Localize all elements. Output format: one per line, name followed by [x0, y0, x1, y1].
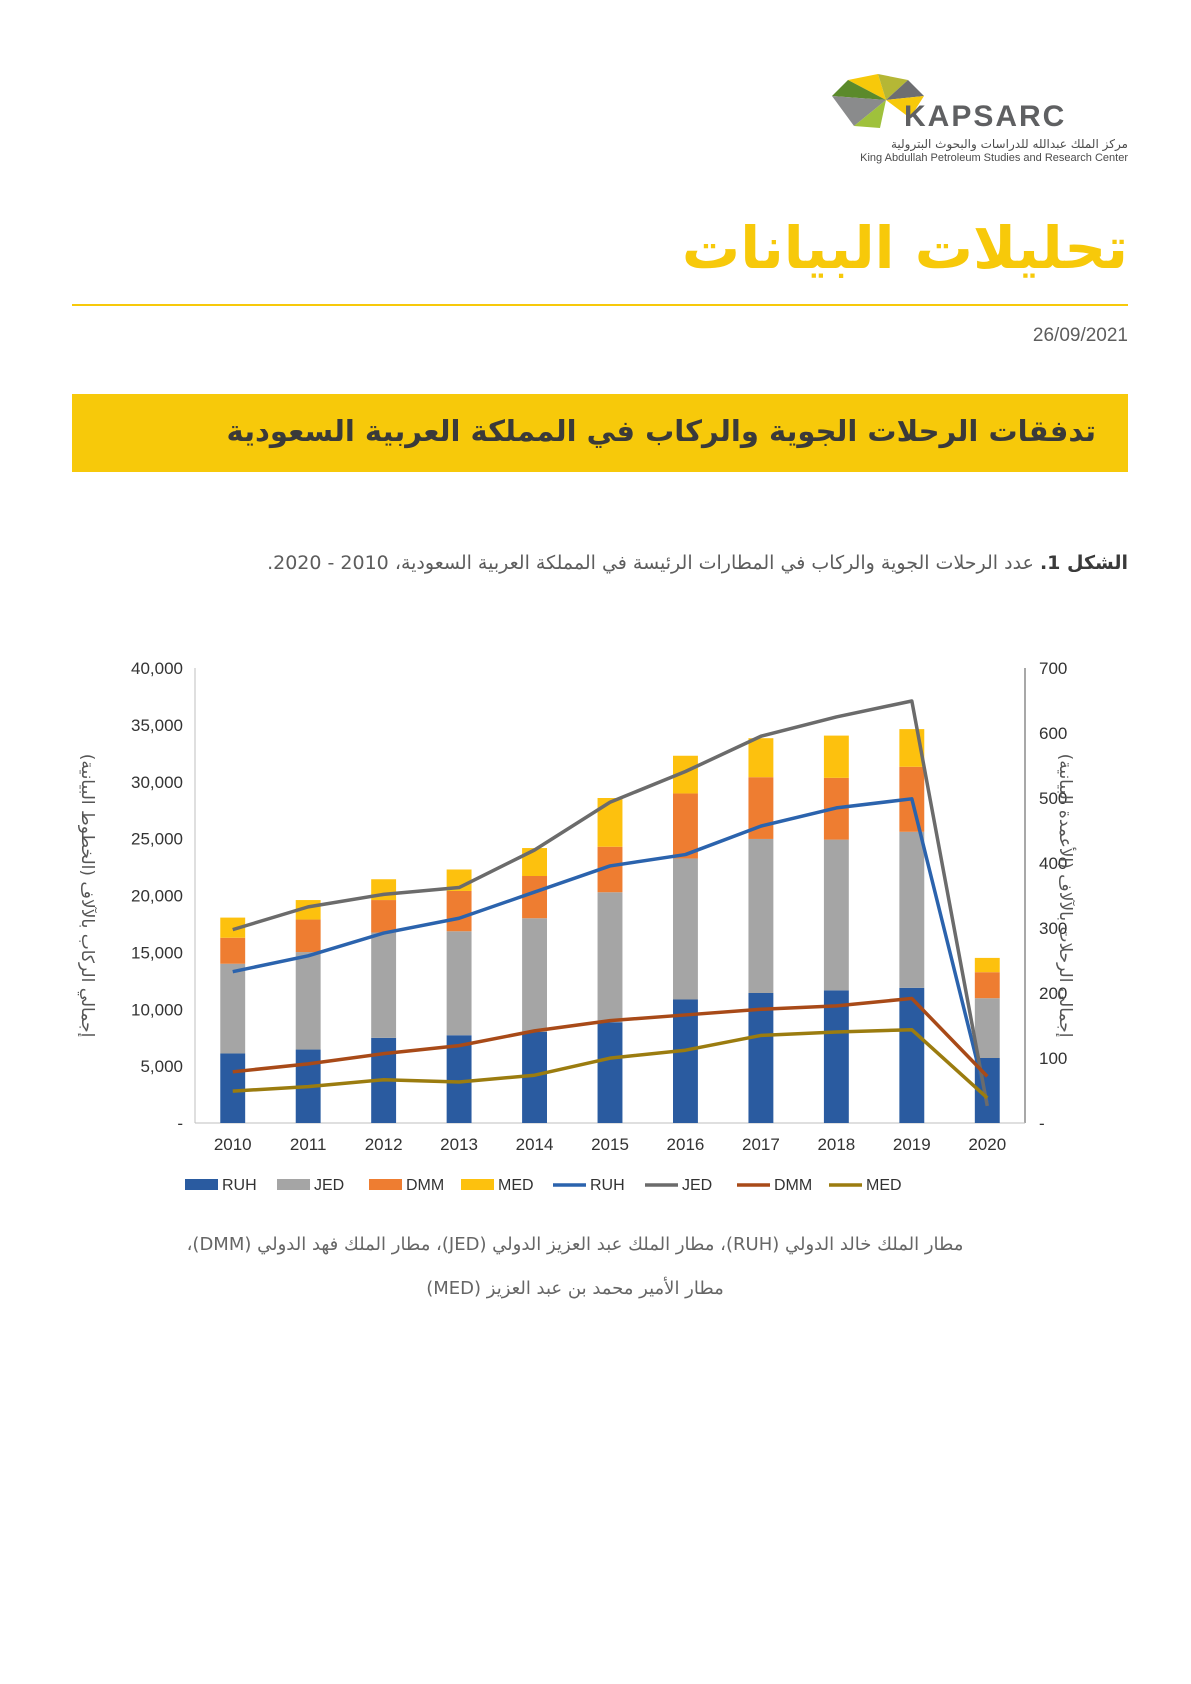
bar-dmm-2014 — [522, 876, 547, 919]
bar-med-2015 — [597, 798, 623, 847]
x-tick-label: 2013 — [440, 1135, 478, 1154]
left-tick-label: 15,000 — [131, 943, 183, 962]
legend-label: JED — [682, 1177, 712, 1194]
bar-jed-2011 — [295, 952, 321, 1050]
x-tick-label: 2016 — [667, 1135, 705, 1154]
bar-ruh-2015 — [597, 1022, 623, 1123]
left-tick-label: - — [177, 1114, 183, 1133]
line-ruh — [232, 797, 989, 1103]
bar-med-2018 — [823, 735, 849, 778]
bar-jed-2014 — [522, 918, 547, 1032]
right-tick-label: 200 — [1039, 984, 1067, 1003]
left-tick-label: 35,000 — [131, 716, 183, 735]
bar-jed-2012 — [371, 932, 397, 1038]
legend-label: JED — [314, 1177, 344, 1194]
bar-dmm-2010 — [220, 937, 246, 964]
figure-caption-text: عدد الرحلات الجوية والركاب في المطارات ا… — [267, 552, 1040, 574]
legend-bar-swatch-dmm — [369, 1179, 402, 1190]
bar-dmm-2013 — [446, 890, 472, 932]
line-dmm — [232, 996, 989, 1078]
legend-label: RUH — [222, 1177, 257, 1194]
bar-jed-2015 — [597, 892, 623, 1023]
x-tick-label: 2012 — [365, 1135, 403, 1154]
logo-arabic-name: مركز الملك عبدالله للدراسات والبحوث البت… — [890, 137, 1128, 151]
airport-traffic-chart: - 5,000 10,000 15,000 20,000 25,000 30,000 35,0… — [77, 659, 1076, 1194]
bar-ruh-2013 — [446, 1035, 472, 1123]
left-tick-label: 10,000 — [131, 1000, 183, 1019]
legend-bar-swatch-jed — [277, 1179, 310, 1190]
legend-label: DMM — [774, 1177, 812, 1194]
right-tick-label: 400 — [1039, 854, 1067, 873]
right-tick-label: 600 — [1039, 724, 1067, 743]
left-axis-title: إجمالي الركاب بالآلاف (الخطوط البيانية) — [77, 754, 98, 1038]
bar-jed-2018 — [823, 839, 849, 991]
legend-bar-swatch-med — [461, 1179, 494, 1190]
bar-med-2014 — [522, 848, 547, 876]
source-note-line-2: مطار الأمير محمد بن عبد العزيز (MED) — [426, 1278, 724, 1299]
publication-date: 26/09/2021 — [1032, 325, 1128, 346]
legend-label: RUH — [590, 1177, 625, 1194]
bar-jed-2019 — [899, 831, 925, 988]
x-tick-label: 2010 — [214, 1135, 252, 1154]
left-tick-label: 25,000 — [131, 830, 183, 849]
left-tick-label: 40,000 — [131, 659, 183, 678]
bar-med-2017 — [748, 738, 774, 778]
bar-ruh-2016 — [673, 999, 698, 1123]
figure-caption: الشكل 1. عدد الرحلات الجوية والركاب في ا… — [267, 552, 1128, 574]
bar-dmm-2011 — [295, 919, 321, 953]
x-tick-label: 2017 — [742, 1135, 780, 1154]
legend-label: MED — [866, 1177, 902, 1194]
right-tick-label: 300 — [1039, 919, 1067, 938]
banner-title: تدفقات الرحلات الجوية والركاب في المملكة… — [226, 414, 1096, 448]
bar-dmm-2012 — [371, 900, 397, 933]
source-note-line-1: مطار الملك خالد الدولي (RUH)، مطار الملك… — [186, 1234, 964, 1255]
logo-english-name: King Abdullah Petroleum Studies and Rese… — [860, 152, 1128, 164]
legend-label: MED — [498, 1177, 534, 1194]
bar-jed-2016 — [673, 858, 698, 1000]
page-title: تحليلات البيانات — [681, 214, 1128, 282]
x-tick-label: 2011 — [290, 1135, 327, 1154]
bar-jed-2020 — [974, 998, 1000, 1058]
line-jed — [232, 699, 989, 1107]
bar-ruh-2018 — [823, 990, 849, 1123]
right-tick-label: 100 — [1039, 1049, 1067, 1068]
bar-jed-2013 — [446, 931, 472, 1036]
right-tick-label: - — [1039, 1114, 1045, 1133]
bar-dmm-2016 — [673, 793, 698, 859]
logo-wordmark: KAPSARC — [904, 100, 1067, 133]
right-tick-label: 500 — [1039, 789, 1067, 808]
bar-jed-2010 — [220, 963, 246, 1054]
left-tick-label: 30,000 — [131, 773, 183, 792]
bar-med-2010 — [220, 917, 246, 938]
x-tick-label: 2015 — [591, 1135, 629, 1154]
bar-jed-2017 — [748, 838, 774, 993]
left-tick-label: 20,000 — [131, 887, 183, 906]
legend-bar-swatch-ruh — [185, 1179, 218, 1190]
line-med — [232, 1027, 989, 1100]
x-tick-label: 2020 — [968, 1135, 1006, 1154]
bar-dmm-2020 — [974, 972, 1000, 999]
section-banner: تدفقات الرحلات الجوية والركاب في المملكة… — [72, 394, 1128, 472]
figure-label: الشكل 1. — [1039, 552, 1128, 574]
left-tick-label: 5,000 — [140, 1057, 183, 1076]
x-tick-label: 2019 — [893, 1135, 931, 1154]
bar-ruh-2010 — [220, 1053, 246, 1123]
kapsarc-logo — [832, 74, 924, 128]
x-tick-label: 2018 — [817, 1135, 855, 1154]
title-divider — [72, 304, 1128, 306]
right-tick-label: 700 — [1039, 659, 1067, 678]
x-tick-label: 2014 — [516, 1135, 554, 1154]
right-axis-title: إجمالي الرحلات بالآلاف (الأعمدة البيانية… — [1055, 754, 1076, 1038]
legend-label: DMM — [406, 1177, 444, 1194]
bar-med-2020 — [974, 957, 1000, 973]
bar-ruh-2017 — [748, 993, 774, 1123]
bar-ruh-2019 — [899, 987, 925, 1123]
